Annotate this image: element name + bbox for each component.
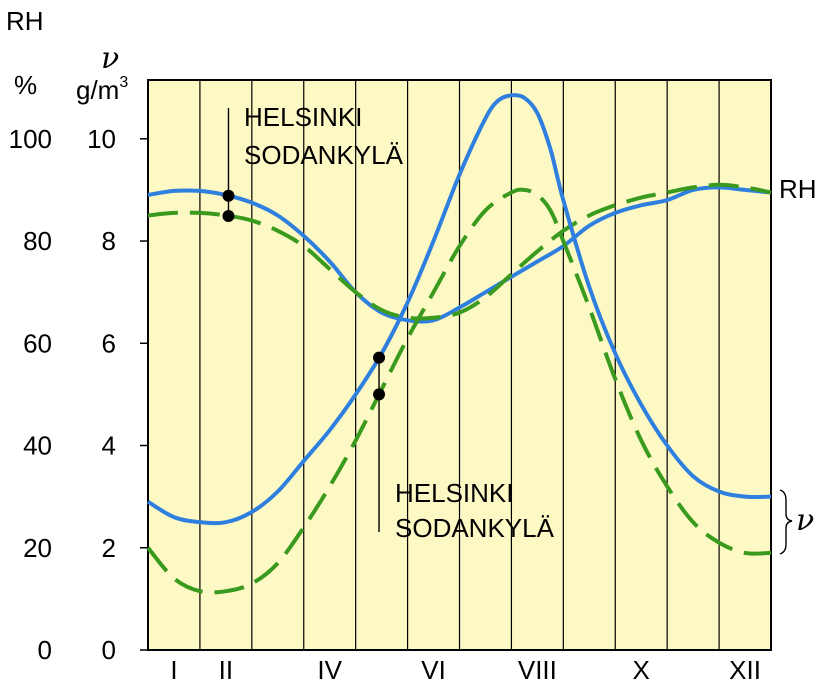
series-line-helsinki-rh: [147, 185, 772, 324]
right-axis-symbol: ν: [101, 41, 119, 76]
series-line-sodankyl-rh: [147, 182, 772, 321]
v-tick-label: 4: [102, 431, 116, 461]
x-tick-label: X: [633, 655, 650, 685]
left-axis-unit: %: [14, 70, 37, 100]
series-line-helsinki-: [146, 93, 772, 526]
x-tick-label: IV: [317, 655, 342, 685]
annotation-upper-sodankyla: SODANKYLÄ: [244, 140, 404, 170]
rh-tick-label: 0: [38, 635, 52, 665]
x-tick-label: VI: [421, 655, 446, 685]
rh-tick-label: 40: [23, 431, 52, 461]
v-curves-brace: [779, 489, 793, 555]
v-tick-label: 6: [102, 328, 116, 358]
right-axis-unit-base: g/m: [76, 75, 119, 105]
rh-tick-label: 20: [23, 533, 52, 563]
v-tick-label: 10: [87, 124, 116, 154]
helsinki-rh-marker: [222, 189, 235, 202]
annotation-lower-helsinki: HELSINKI: [395, 478, 514, 508]
right-axis-unit-exponent: 3: [119, 74, 128, 91]
right-axis-unit: g/m3: [76, 74, 128, 105]
rh-tick-label: 100: [9, 124, 52, 154]
rh-tick-label: 60: [23, 328, 52, 358]
x-tick-label: II: [219, 655, 233, 685]
v-curve-label: ν: [796, 503, 814, 538]
rh-tick-label: 80: [23, 226, 52, 256]
series-line-sodankyl-: [146, 187, 772, 595]
annotation-upper-helsinki: HELSINKI: [244, 102, 363, 132]
marker-layer: [222, 108, 386, 532]
x-tick-label: XII: [729, 655, 761, 685]
sodankyla-v-marker: [373, 388, 386, 401]
v-tick-label: 2: [102, 533, 116, 563]
x-tick-labels: I II IV VI VIII X XII: [170, 655, 761, 685]
helsinki-v-marker: [373, 351, 386, 364]
annotation-lower-sodankyla: SODANKYLÄ: [395, 513, 555, 543]
v-tick-label: 8: [102, 226, 116, 256]
sodankyla-rh-marker: [222, 209, 235, 222]
month-gridlines: [199, 80, 720, 650]
left-axis-title: RH: [6, 6, 44, 36]
rh-curve-label: RH: [779, 174, 817, 204]
x-tick-label: I: [170, 655, 177, 685]
v-tick-label: 0: [102, 635, 116, 665]
x-tick-label: VIII: [518, 655, 557, 685]
series-layer: [146, 93, 772, 595]
y-tick-labels: 0 20 40 60 80 100 0 2 4 6 8 10: [9, 124, 148, 665]
